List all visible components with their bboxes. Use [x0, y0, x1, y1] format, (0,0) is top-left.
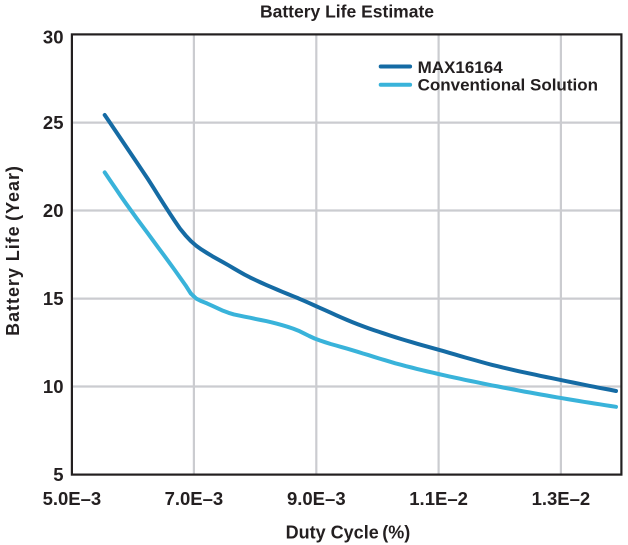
- svg-text:10: 10: [43, 376, 64, 397]
- svg-text:MAX16164: MAX16164: [418, 58, 504, 77]
- svg-text:Conventional Solution: Conventional Solution: [418, 75, 598, 94]
- svg-text:20: 20: [43, 200, 64, 221]
- svg-text:25: 25: [43, 112, 64, 133]
- svg-text:Battery Life (Year): Battery Life (Year): [3, 165, 23, 336]
- svg-text:7.0E–3: 7.0E–3: [165, 488, 224, 509]
- svg-text:1.1E–2: 1.1E–2: [409, 488, 468, 509]
- svg-text:9.0E–3: 9.0E–3: [287, 488, 346, 509]
- svg-text:15: 15: [43, 288, 64, 309]
- svg-text:5: 5: [53, 464, 63, 485]
- svg-text:Duty Cycle (%): Duty Cycle (%): [286, 522, 411, 542]
- svg-text:30: 30: [43, 27, 64, 48]
- svg-text:Battery Life Estimate: Battery Life Estimate: [260, 2, 434, 22]
- svg-text:1.3E–2: 1.3E–2: [532, 488, 591, 509]
- svg-text:5.0E–3: 5.0E–3: [43, 488, 102, 509]
